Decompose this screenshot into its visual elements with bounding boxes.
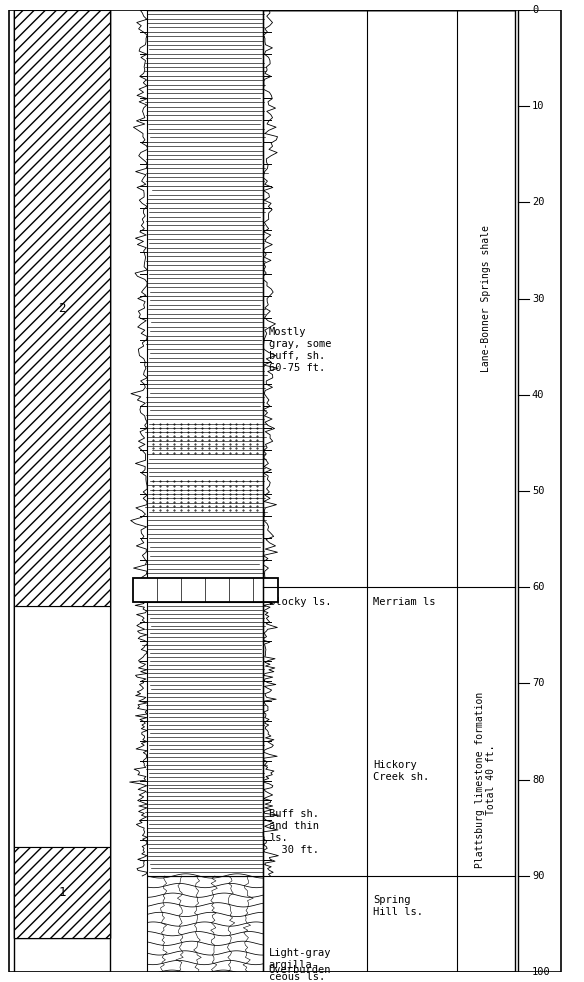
Text: Buff sh.
and thin
ls.
  30 ft.: Buff sh. and thin ls. 30 ft.: [269, 808, 319, 854]
Text: 0: 0: [532, 5, 538, 15]
Bar: [15, 10, 110, 939]
Bar: [147, 602, 263, 876]
Text: 30: 30: [532, 294, 544, 303]
Text: Hickory
Creek sh.: Hickory Creek sh.: [373, 760, 429, 783]
Text: 2: 2: [58, 301, 66, 314]
Bar: [15, 607, 110, 847]
Text: 80: 80: [532, 775, 544, 785]
Text: Merriam ls: Merriam ls: [373, 597, 436, 607]
Text: 90: 90: [532, 871, 544, 881]
Bar: [15, 847, 110, 939]
Text: Blocky ls.: Blocky ls.: [269, 597, 331, 607]
Text: 60: 60: [532, 582, 544, 592]
Text: Spring
Hill ls.: Spring Hill ls.: [373, 896, 423, 917]
Text: Mostly
gray, some
buff, sh.
60-75 ft.: Mostly gray, some buff, sh. 60-75 ft.: [269, 327, 331, 373]
Text: 70: 70: [532, 679, 544, 688]
Text: Overburden: Overburden: [269, 965, 331, 975]
Text: 10: 10: [532, 101, 544, 111]
Bar: [147, 10, 263, 577]
Text: Lane-Bonner Springs shale: Lane-Bonner Springs shale: [481, 225, 491, 372]
Bar: [147, 876, 263, 972]
Bar: [147, 10, 263, 972]
Text: Samples: Samples: [39, 469, 86, 479]
Text: 1: 1: [58, 887, 66, 900]
Text: 50: 50: [532, 486, 544, 496]
Text: Plattsburg limestone formation
Total 40 ft.: Plattsburg limestone formation Total 40 …: [475, 691, 496, 868]
Bar: [15, 10, 110, 972]
Bar: [263, 10, 515, 972]
Bar: [15, 10, 110, 607]
Bar: [133, 577, 277, 602]
Text: Light-gray
argilla-
ceous ls.
Thin wavy-
bedded.
10': Light-gray argilla- ceous ls. Thin wavy-…: [269, 949, 331, 982]
Text: 40: 40: [532, 390, 544, 400]
Text: 100: 100: [532, 967, 551, 977]
Text: 20: 20: [532, 197, 544, 207]
